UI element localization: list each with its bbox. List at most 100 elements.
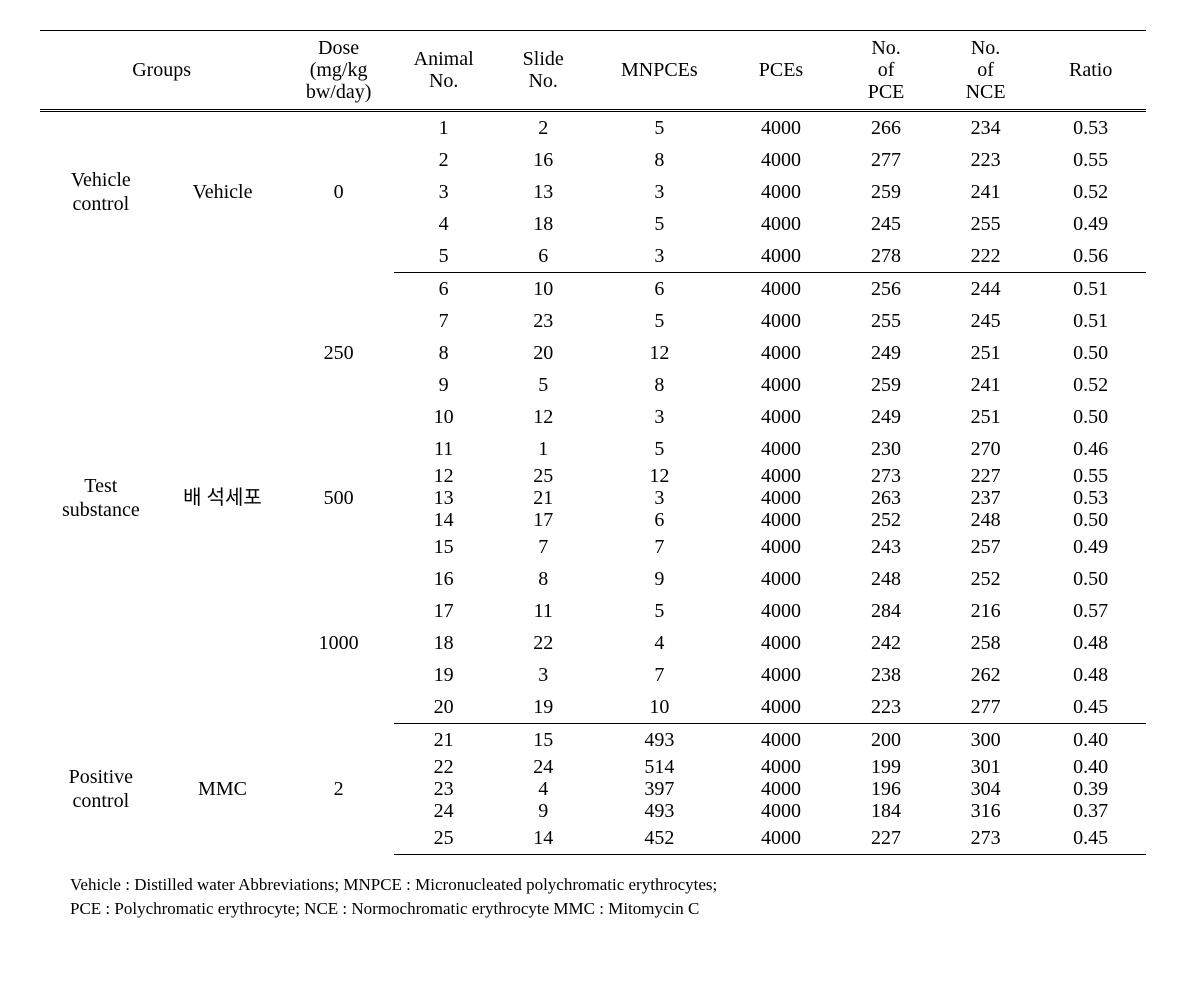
header-no-nce: No. of NCE xyxy=(936,31,1036,111)
group-label: Positive control xyxy=(40,724,162,855)
cell-no_pce: 227 xyxy=(836,822,936,855)
header-slide-no: Slide No. xyxy=(493,31,593,111)
cell-mnpces: 3 xyxy=(593,240,726,273)
cell-pces: 4000 xyxy=(726,778,837,800)
cell-slide: 11 xyxy=(493,595,593,627)
cell-mnpces: 10 xyxy=(593,691,726,724)
group-substance: 배 석세포 xyxy=(162,273,284,724)
cell-ratio: 0.49 xyxy=(1035,531,1146,563)
cell-mnpces: 7 xyxy=(593,531,726,563)
cell-ratio: 0.51 xyxy=(1035,305,1146,337)
cell-slide: 19 xyxy=(493,691,593,724)
cell-animal: 9 xyxy=(394,369,494,401)
cell-no_nce: 270 xyxy=(936,433,1036,465)
cell-ratio: 0.52 xyxy=(1035,369,1146,401)
table-row: Test substance배 석세포250610640002562440.51 xyxy=(40,273,1146,306)
cell-mnpces: 5 xyxy=(593,111,726,145)
cell-no_pce: 277 xyxy=(836,144,936,176)
cell-pces: 4000 xyxy=(726,691,837,724)
footnote-line1: Vehicle : Distilled water Abbreviations;… xyxy=(70,873,1146,897)
cell-ratio: 0.52 xyxy=(1035,176,1146,208)
cell-mnpces: 6 xyxy=(593,509,726,531)
group-substance: MMC xyxy=(162,724,284,855)
cell-no_pce: 252 xyxy=(836,509,936,531)
cell-slide: 8 xyxy=(493,563,593,595)
cell-no_nce: 252 xyxy=(936,563,1036,595)
cell-no_pce: 284 xyxy=(836,595,936,627)
cell-no_nce: 255 xyxy=(936,208,1036,240)
cell-no_pce: 184 xyxy=(836,800,936,822)
cell-no_pce: 259 xyxy=(836,176,936,208)
cell-ratio: 0.45 xyxy=(1035,822,1146,855)
cell-pces: 4000 xyxy=(726,627,837,659)
cell-animal: 24 xyxy=(394,800,494,822)
footnote: Vehicle : Distilled water Abbreviations;… xyxy=(70,873,1146,921)
dose-cell: 1000 xyxy=(283,563,394,724)
cell-pces: 4000 xyxy=(726,208,837,240)
cell-no_pce: 242 xyxy=(836,627,936,659)
cell-mnpces: 5 xyxy=(593,305,726,337)
cell-slide: 20 xyxy=(493,337,593,369)
cell-no_pce: 245 xyxy=(836,208,936,240)
cell-pces: 4000 xyxy=(726,509,837,531)
cell-mnpces: 7 xyxy=(593,659,726,691)
cell-ratio: 0.56 xyxy=(1035,240,1146,273)
cell-no_nce: 216 xyxy=(936,595,1036,627)
cell-no_nce: 223 xyxy=(936,144,1036,176)
cell-no_pce: 196 xyxy=(836,778,936,800)
cell-no_nce: 241 xyxy=(936,176,1036,208)
cell-pces: 4000 xyxy=(726,369,837,401)
cell-no_nce: 258 xyxy=(936,627,1036,659)
cell-pces: 4000 xyxy=(726,531,837,563)
cell-no_nce: 251 xyxy=(936,401,1036,433)
cell-no_pce: 238 xyxy=(836,659,936,691)
cell-no_pce: 256 xyxy=(836,273,936,306)
cell-no_pce: 259 xyxy=(836,369,936,401)
cell-pces: 4000 xyxy=(726,563,837,595)
cell-mnpces: 452 xyxy=(593,822,726,855)
cell-animal: 23 xyxy=(394,778,494,800)
table-header-row: Groups Dose (mg/kg bw/day) Animal No. Sl… xyxy=(40,31,1146,111)
cell-ratio: 0.48 xyxy=(1035,627,1146,659)
cell-slide: 10 xyxy=(493,273,593,306)
cell-slide: 1 xyxy=(493,433,593,465)
cell-pces: 4000 xyxy=(726,273,837,306)
cell-no_pce: 263 xyxy=(836,487,936,509)
cell-animal: 15 xyxy=(394,531,494,563)
header-ratio: Ratio xyxy=(1035,31,1146,111)
cell-mnpces: 12 xyxy=(593,337,726,369)
cell-no_nce: 300 xyxy=(936,724,1036,757)
cell-ratio: 0.53 xyxy=(1035,487,1146,509)
cell-ratio: 0.49 xyxy=(1035,208,1146,240)
cell-no_nce: 257 xyxy=(936,531,1036,563)
data-table: Groups Dose (mg/kg bw/day) Animal No. Sl… xyxy=(40,30,1146,855)
cell-no_nce: 227 xyxy=(936,465,1036,487)
cell-no_nce: 277 xyxy=(936,691,1036,724)
cell-no_nce: 241 xyxy=(936,369,1036,401)
cell-mnpces: 3 xyxy=(593,401,726,433)
cell-slide: 21 xyxy=(493,487,593,509)
cell-slide: 5 xyxy=(493,369,593,401)
footnote-line2: PCE : Polychromatic erythrocyte; NCE : N… xyxy=(70,897,1146,921)
dose-cell: 0 xyxy=(283,111,394,273)
cell-pces: 4000 xyxy=(726,240,837,273)
cell-mnpces: 12 xyxy=(593,465,726,487)
cell-pces: 4000 xyxy=(726,305,837,337)
group-label: Test substance xyxy=(40,273,162,724)
cell-slide: 15 xyxy=(493,724,593,757)
cell-slide: 16 xyxy=(493,144,593,176)
cell-pces: 4000 xyxy=(726,465,837,487)
cell-pces: 4000 xyxy=(726,487,837,509)
cell-mnpces: 5 xyxy=(593,208,726,240)
cell-ratio: 0.57 xyxy=(1035,595,1146,627)
table-row: Vehicle controlVehicle012540002662340.53 xyxy=(40,111,1146,145)
cell-pces: 4000 xyxy=(726,800,837,822)
cell-pces: 4000 xyxy=(726,144,837,176)
dose-cell: 500 xyxy=(283,433,394,563)
cell-mnpces: 8 xyxy=(593,369,726,401)
header-dose: Dose (mg/kg bw/day) xyxy=(283,31,394,111)
cell-mnpces: 4 xyxy=(593,627,726,659)
cell-ratio: 0.55 xyxy=(1035,144,1146,176)
cell-no_nce: 222 xyxy=(936,240,1036,273)
cell-mnpces: 514 xyxy=(593,756,726,778)
